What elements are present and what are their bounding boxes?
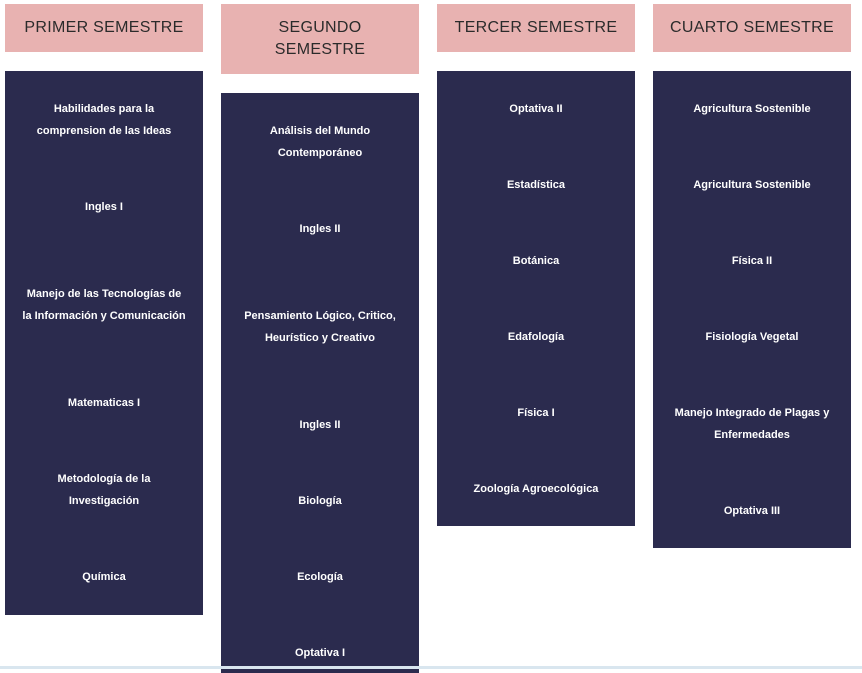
semester-column-4: CUARTO SEMESTRE Agricultura Sostenible A… xyxy=(653,4,851,548)
course-item: Zoología Agroecológica xyxy=(473,483,599,495)
semester-title: PRIMER SEMESTRE xyxy=(24,19,184,36)
course-list: Optativa II Estadística Botánica Edafolo… xyxy=(437,71,635,526)
course-item: Fisiología Vegetal xyxy=(705,331,799,343)
semester-header: CUARTO SEMESTRE xyxy=(653,4,851,52)
course-item: Matematicas I xyxy=(67,397,141,409)
course-item: Botánica xyxy=(512,255,560,267)
page-bottom-border xyxy=(0,666,862,669)
course-item: Agricultura Sostenible xyxy=(693,179,811,191)
semester-title: SEGUNDO SEMESTRE xyxy=(274,19,366,58)
course-item: Química xyxy=(82,571,126,583)
semester-column-2: SEGUNDO SEMESTRE Análisis del Mundo Cont… xyxy=(221,4,419,673)
course-item: Metodología de la Investigación xyxy=(57,473,151,507)
course-list: Habilidades para la comprension de las I… xyxy=(5,71,203,615)
semester-title: CUARTO SEMESTRE xyxy=(670,19,834,36)
course-item: Pensamiento Lógico, Critico, Heurístico … xyxy=(244,310,396,344)
semester-title: TERCER SEMESTRE xyxy=(454,19,618,36)
course-item: Ingles I xyxy=(85,201,123,213)
course-item: Física I xyxy=(517,407,555,419)
course-item: Manejo de las Tecnologías de la Informac… xyxy=(22,288,186,322)
course-item: Estadística xyxy=(506,179,566,191)
course-item: Biología xyxy=(298,495,342,507)
course-item: Ecología xyxy=(297,571,343,583)
course-item: Edafología xyxy=(507,331,565,343)
semester-column-1: PRIMER SEMESTRE Habilidades para la comp… xyxy=(5,4,203,615)
semester-column-3: TERCER SEMESTRE Optativa II Estadística … xyxy=(437,4,635,526)
semester-header: TERCER SEMESTRE xyxy=(437,4,635,52)
course-item: Optativa I xyxy=(294,647,346,659)
course-item: Optativa III xyxy=(723,505,781,517)
course-item: Física II xyxy=(731,255,773,267)
course-item: Optativa II xyxy=(509,103,563,115)
course-item: Análisis del Mundo Contemporáneo xyxy=(269,125,371,159)
course-item: Manejo Integrado de Plagas y Enfermedade… xyxy=(674,407,830,441)
course-item: Ingles II xyxy=(299,223,341,235)
course-list: Agricultura Sostenible Agricultura Soste… xyxy=(653,71,851,548)
course-item: Ingles II xyxy=(299,419,341,431)
course-item: Agricultura Sostenible xyxy=(693,103,811,115)
course-item: Habilidades para la comprension de las I… xyxy=(36,103,172,137)
course-list: Análisis del Mundo Contemporáneo Ingles … xyxy=(221,93,419,673)
semester-header: SEGUNDO SEMESTRE xyxy=(221,4,419,74)
semester-header: PRIMER SEMESTRE xyxy=(5,4,203,52)
